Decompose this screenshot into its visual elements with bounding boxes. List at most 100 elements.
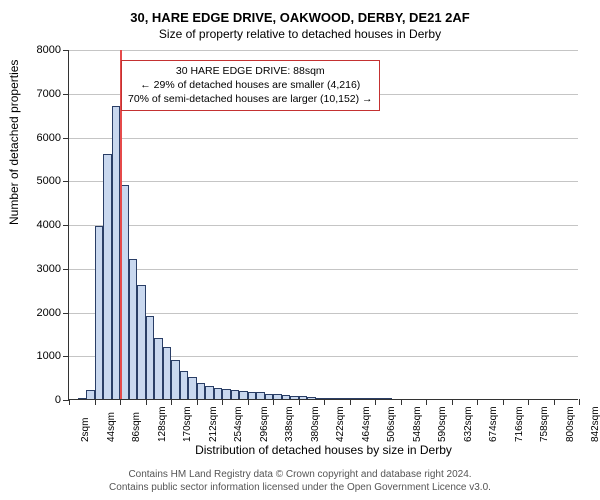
x-tick xyxy=(222,399,223,405)
x-tick xyxy=(554,399,555,405)
y-tick-label: 5000 xyxy=(37,175,69,187)
histogram-bar xyxy=(341,398,350,399)
histogram-bar xyxy=(367,398,376,399)
y-tick-label: 6000 xyxy=(37,132,69,144)
x-tick-label: 842sqm xyxy=(586,400,600,442)
grid-line xyxy=(69,269,578,270)
histogram-bar xyxy=(146,316,155,399)
x-tick-label: 548sqm xyxy=(408,400,423,442)
histogram-bar xyxy=(299,396,308,399)
histogram-bar xyxy=(384,398,393,399)
x-tick-label: 464sqm xyxy=(357,400,372,442)
chart-title-1: 30, HARE EDGE DRIVE, OAKWOOD, DERBY, DE2… xyxy=(0,0,600,25)
x-tick xyxy=(375,399,376,405)
x-tick xyxy=(452,399,453,405)
x-tick xyxy=(248,399,249,405)
x-tick-label: 674sqm xyxy=(484,400,499,442)
histogram-bar xyxy=(248,392,257,399)
x-tick xyxy=(69,399,70,405)
x-tick xyxy=(273,399,274,405)
x-tick xyxy=(579,399,580,405)
histogram-bar xyxy=(350,398,359,399)
y-tick-label: 3000 xyxy=(37,263,69,275)
x-tick-label: 422sqm xyxy=(331,400,346,442)
histogram-bar xyxy=(375,398,384,399)
y-tick-label: 0 xyxy=(55,394,69,406)
x-tick-label: 170sqm xyxy=(178,400,193,442)
x-tick-label: 296sqm xyxy=(255,400,270,442)
x-tick-label: 86sqm xyxy=(127,406,142,442)
histogram-bar xyxy=(197,383,206,399)
x-tick xyxy=(95,399,96,405)
marker-annotation: 30 HARE EDGE DRIVE: 88sqm ← 29% of detac… xyxy=(121,60,380,111)
histogram-bar xyxy=(137,285,146,399)
histogram-bar xyxy=(324,398,333,399)
credit-line-1: Contains HM Land Registry data © Crown c… xyxy=(0,468,600,481)
x-tick xyxy=(477,399,478,405)
histogram-bar xyxy=(273,394,282,399)
histogram-bar xyxy=(163,347,172,400)
x-tick-label: 716sqm xyxy=(510,400,525,442)
x-tick-label: 506sqm xyxy=(382,400,397,442)
histogram-bar xyxy=(103,154,112,399)
chart-plot-area: Distribution of detached houses by size … xyxy=(68,50,578,400)
x-tick-label: 254sqm xyxy=(229,400,244,442)
annotation-line-2: ← 29% of detached houses are smaller (4,… xyxy=(128,78,373,92)
x-tick-label: 800sqm xyxy=(561,400,576,442)
histogram-bar xyxy=(154,338,163,399)
histogram-bar xyxy=(333,398,342,399)
chart-title-2: Size of property relative to detached ho… xyxy=(0,25,600,41)
y-axis-label: Number of detached properties xyxy=(7,60,21,225)
histogram-bar xyxy=(188,377,197,399)
x-tick-label: 632sqm xyxy=(459,400,474,442)
histogram-bar xyxy=(265,394,274,399)
x-tick xyxy=(146,399,147,405)
x-tick xyxy=(528,399,529,405)
grid-line xyxy=(69,50,578,51)
x-tick xyxy=(350,399,351,405)
x-tick xyxy=(324,399,325,405)
histogram-bar xyxy=(112,106,121,399)
y-tick-label: 8000 xyxy=(37,44,69,56)
y-tick-label: 2000 xyxy=(37,307,69,319)
histogram-bar xyxy=(171,360,180,399)
x-tick xyxy=(401,399,402,405)
histogram-bar xyxy=(129,259,138,399)
x-tick-label: 44sqm xyxy=(102,406,117,442)
histogram-bar xyxy=(95,226,104,399)
histogram-bar xyxy=(358,398,367,399)
histogram-bar xyxy=(180,371,189,399)
histogram-bar xyxy=(282,395,291,399)
x-tick-label: 128sqm xyxy=(153,400,168,442)
histogram-bar xyxy=(316,398,325,399)
annotation-line-3: 70% of semi-detached houses are larger (… xyxy=(128,92,373,106)
grid-line xyxy=(69,225,578,226)
histogram-bar xyxy=(222,389,231,399)
histogram-bar xyxy=(239,391,248,399)
x-tick xyxy=(299,399,300,405)
histogram-bar xyxy=(78,398,87,399)
y-tick-label: 4000 xyxy=(37,219,69,231)
x-tick xyxy=(197,399,198,405)
histogram-bar xyxy=(214,388,223,399)
x-tick-label: 590sqm xyxy=(433,400,448,442)
x-tick-label: 338sqm xyxy=(280,400,295,442)
x-axis-label: Distribution of detached houses by size … xyxy=(69,443,578,457)
credit-line-2: Contains public sector information licen… xyxy=(0,481,600,494)
x-tick-label: 380sqm xyxy=(306,400,321,442)
credit-text: Contains HM Land Registry data © Crown c… xyxy=(0,468,600,494)
x-tick-label: 758sqm xyxy=(535,400,550,442)
annotation-line-1: 30 HARE EDGE DRIVE: 88sqm xyxy=(128,64,373,78)
x-tick xyxy=(426,399,427,405)
histogram-bar xyxy=(290,396,299,400)
grid-line xyxy=(69,138,578,139)
histogram-bar xyxy=(86,390,95,399)
histogram-bar xyxy=(205,386,214,399)
x-tick xyxy=(120,399,121,405)
histogram-bar xyxy=(231,390,240,399)
y-tick-label: 1000 xyxy=(37,350,69,362)
histogram-bar xyxy=(307,397,316,399)
x-tick-label: 212sqm xyxy=(204,400,219,442)
histogram-bar xyxy=(256,392,265,399)
x-tick xyxy=(503,399,504,405)
